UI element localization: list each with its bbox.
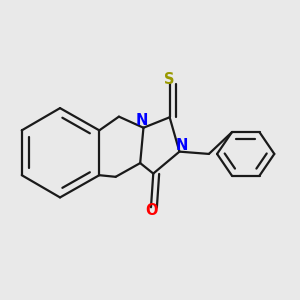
Text: N: N	[176, 138, 188, 153]
Text: O: O	[146, 203, 158, 218]
Text: N: N	[136, 113, 148, 128]
Text: S: S	[164, 73, 174, 88]
